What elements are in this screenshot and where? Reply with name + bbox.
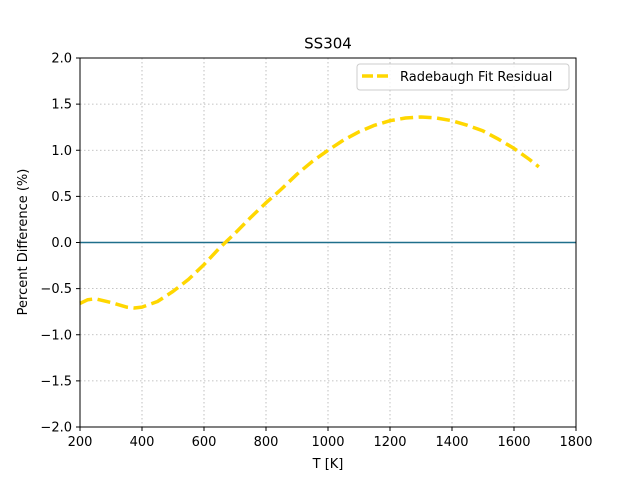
y-tick-label-1: 1.5	[51, 98, 72, 113]
x-tick-label-2: 600	[192, 435, 217, 450]
series-line-0	[79, 115, 540, 310]
y-tick-label-0: 2.0	[51, 52, 72, 67]
x-tick-label-8: 1800	[559, 435, 592, 450]
y-axis-label: Percent Difference (%)	[16, 169, 31, 316]
x-tick-label-0: 200	[68, 435, 93, 450]
x-tick-label-1: 400	[130, 435, 155, 450]
legend-box	[356, 63, 570, 91]
x-tick-label-4: 1000	[311, 435, 344, 450]
x-axis-label: T [K]	[312, 457, 344, 472]
y-tick-label-6: −1.0	[40, 328, 72, 343]
y-tick-label-8: −2.0	[40, 421, 72, 436]
x-tick-label-6: 1400	[435, 435, 468, 450]
y-tick-label-5: −0.5	[40, 282, 72, 297]
plot-area: 200 400 600 800 1000 1200 1400 1600 1800 2.0 1.5 1.…	[40, 52, 592, 451]
y-tick-label-4: 0.0	[51, 236, 72, 251]
y-tick-label-2: 1.0	[51, 144, 72, 159]
y-tick-label-3: 0.5	[51, 190, 72, 205]
y-tick-label-7: −1.5	[40, 374, 72, 389]
x-tick-label-7: 1600	[497, 435, 530, 450]
chart-title: SS304	[304, 35, 352, 53]
x-tick-label-3: 800	[254, 435, 279, 450]
x-tick-label-5: 1200	[373, 435, 406, 450]
legend-label-0: Radebaugh Fit Residual	[400, 70, 552, 85]
legend: Radebaugh Fit Residual	[356, 63, 570, 91]
